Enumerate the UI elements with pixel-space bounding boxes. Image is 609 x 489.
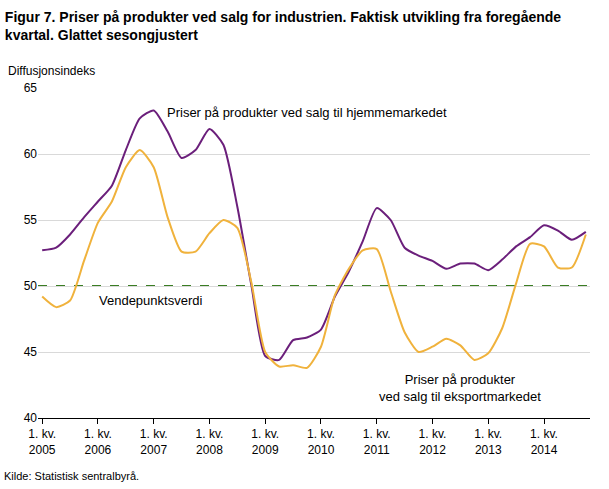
svg-text:Kilde: Statistisk sentralbyrå.: Kilde: Statistisk sentralbyrå. <box>4 470 139 482</box>
svg-text:Priser på produkterved salg ti: Priser på produkterved salg til eksportm… <box>379 372 541 404</box>
svg-text:1. kv.2007: 1. kv.2007 <box>140 427 168 457</box>
svg-text:Figur 7. Priser på produkter v: Figur 7. Priser på produkter ved salg fo… <box>5 9 561 43</box>
svg-text:65: 65 <box>24 81 38 95</box>
svg-text:60: 60 <box>24 147 38 161</box>
svg-text:55: 55 <box>24 213 38 227</box>
svg-text:45: 45 <box>24 345 38 359</box>
svg-text:1. kv.2005: 1. kv.2005 <box>28 427 56 457</box>
svg-text:50: 50 <box>24 279 38 293</box>
svg-text:Vendepunktsverdi: Vendepunktsverdi <box>99 293 202 308</box>
svg-text:1. kv.2009: 1. kv.2009 <box>251 427 279 457</box>
svg-text:Priser på produkter ved salg t: Priser på produkter ved salg til hjemmem… <box>167 105 447 120</box>
svg-text:1. kv.2010: 1. kv.2010 <box>307 427 335 457</box>
svg-text:1. kv.2013: 1. kv.2013 <box>474 427 502 457</box>
svg-text:1. kv.2011: 1. kv.2011 <box>363 427 391 457</box>
svg-text:1. kv.2006: 1. kv.2006 <box>84 427 112 457</box>
svg-text:1. kv.2008: 1. kv.2008 <box>196 427 224 457</box>
svg-text:Diffusjonsindeks: Diffusjonsindeks <box>8 64 95 78</box>
svg-text:40: 40 <box>24 411 38 425</box>
svg-text:1. kv.2012: 1. kv.2012 <box>419 427 447 457</box>
svg-text:1. kv.2014: 1. kv.2014 <box>530 427 558 457</box>
